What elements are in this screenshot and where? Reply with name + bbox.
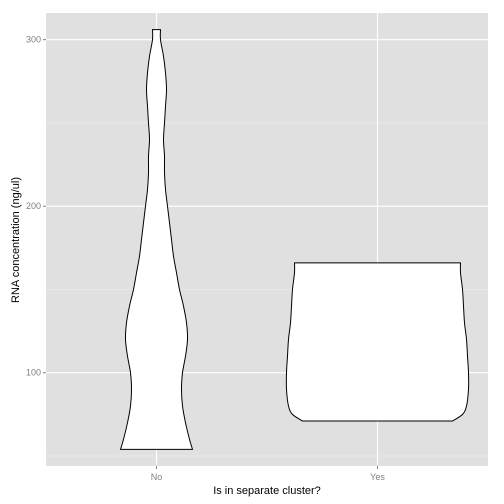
- y-tick-label: 300: [26, 35, 41, 45]
- y-axis-title: RNA concentration (ng/ul): [10, 177, 22, 303]
- x-tick-label: No: [151, 472, 163, 482]
- y-tick-label: 100: [26, 368, 41, 378]
- x-axis-title: Is in separate cluster?: [213, 485, 321, 497]
- y-tick-label: 200: [26, 201, 41, 211]
- violins: [119, 29, 470, 450]
- violin-yes: [285, 262, 470, 422]
- y-axis-ticks: 100 200 300: [26, 35, 46, 378]
- x-tick-label: Yes: [370, 472, 385, 482]
- x-axis-ticks: No Yes: [151, 466, 385, 482]
- violin-no: [119, 29, 194, 450]
